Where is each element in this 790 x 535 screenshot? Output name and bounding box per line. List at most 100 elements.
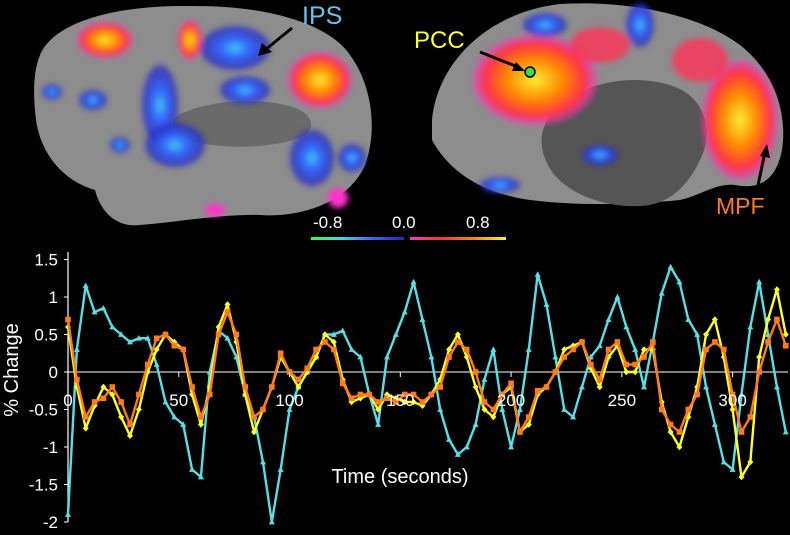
- data-point: [144, 361, 151, 368]
- data-point: [357, 391, 364, 398]
- data-point: [454, 451, 461, 457]
- data-point: [384, 353, 391, 360]
- colorbar-positive: [410, 237, 506, 240]
- data-point: [162, 398, 169, 405]
- data-point: [330, 338, 337, 346]
- data-point: [667, 421, 674, 428]
- data-point: [313, 346, 319, 353]
- data-point: [82, 282, 89, 289]
- data-point: [91, 308, 98, 315]
- data-point: [782, 428, 789, 435]
- data-point: [552, 369, 559, 375]
- data-point: [74, 376, 80, 383]
- data-point: [472, 383, 479, 391]
- data-point: [446, 436, 453, 442]
- data-point: [118, 413, 125, 421]
- data-point: [127, 432, 134, 439]
- data-point: [375, 399, 381, 405]
- data-point: [765, 339, 771, 345]
- data-point: [330, 331, 337, 337]
- data-point: [508, 443, 515, 450]
- data-point: [623, 368, 630, 376]
- mpf-label: MPF: [716, 193, 765, 219]
- data-point: [366, 391, 373, 398]
- data-point: [499, 406, 506, 412]
- data-point: [472, 421, 479, 427]
- data-point: [269, 384, 275, 390]
- data-point: [517, 429, 523, 435]
- ips-arrow: [264, 26, 293, 52]
- data-point: [455, 339, 461, 345]
- data-point: [525, 421, 532, 428]
- data-point: [773, 383, 780, 390]
- pcc-label: PCC: [414, 27, 465, 54]
- data-point: [596, 376, 603, 383]
- data-point: [428, 353, 435, 360]
- data-point: [703, 383, 710, 390]
- data-point: [632, 361, 638, 368]
- data-point: [82, 425, 89, 432]
- data-point: [543, 384, 550, 390]
- data-point: [91, 399, 98, 405]
- data-point: [268, 518, 275, 525]
- data-point: [401, 308, 408, 315]
- data-point: [153, 335, 160, 342]
- data-point: [446, 354, 452, 360]
- data-point: [100, 305, 107, 311]
- x-tick-label: 100: [275, 391, 303, 410]
- y-tick-label: -2: [43, 513, 58, 532]
- data-point: [100, 395, 107, 402]
- data-point: [570, 413, 577, 420]
- data-point: [490, 406, 497, 413]
- data-point: [197, 421, 204, 428]
- y-tick-label: -1: [43, 438, 58, 457]
- data-point: [304, 365, 311, 372]
- data-point: [729, 466, 736, 472]
- data-point: [136, 391, 142, 398]
- data-point: [756, 278, 763, 285]
- data-point: [658, 406, 665, 413]
- data-point: [623, 361, 630, 368]
- data-point: [135, 335, 142, 341]
- data-point: [73, 346, 80, 352]
- data-point: [738, 473, 745, 481]
- data-point: [773, 286, 780, 293]
- data-point: [543, 301, 550, 307]
- data-point: [481, 406, 488, 413]
- data-point: [127, 338, 134, 345]
- pcc-seed-marker: [524, 66, 536, 78]
- data-point: [729, 406, 736, 413]
- data-point: [295, 376, 302, 383]
- x-tick-label: 250: [608, 391, 636, 410]
- data-point: [561, 346, 568, 353]
- data-point: [437, 384, 443, 390]
- data-point: [756, 353, 763, 361]
- data-point: [516, 406, 523, 412]
- data-point: [703, 346, 709, 353]
- data-point: [712, 339, 718, 345]
- data-point: [641, 346, 647, 353]
- data-point: [490, 346, 497, 352]
- data-point: [720, 458, 727, 465]
- data-point: [189, 384, 195, 390]
- mpf-arrow: [755, 151, 767, 191]
- data-point: [578, 383, 585, 390]
- data-point: [685, 316, 692, 322]
- data-point: [215, 331, 222, 338]
- y-tick-label: 1.5: [34, 251, 58, 270]
- data-point: [623, 323, 630, 330]
- data-point: [135, 406, 142, 413]
- data-point: [348, 395, 355, 402]
- data-point: [197, 473, 204, 480]
- data-point: [499, 391, 506, 398]
- lateral-hemisphere: [34, 5, 372, 226]
- data-point: [446, 346, 453, 353]
- data-point: [224, 301, 231, 308]
- data-point: [419, 399, 426, 405]
- colorbar-neg-label: -0.8: [313, 213, 343, 232]
- data-point: [588, 361, 594, 368]
- y-tick-label: 0.5: [34, 326, 58, 345]
- data-point: [437, 406, 444, 412]
- colorbar-pos-label: 0.8: [466, 213, 490, 232]
